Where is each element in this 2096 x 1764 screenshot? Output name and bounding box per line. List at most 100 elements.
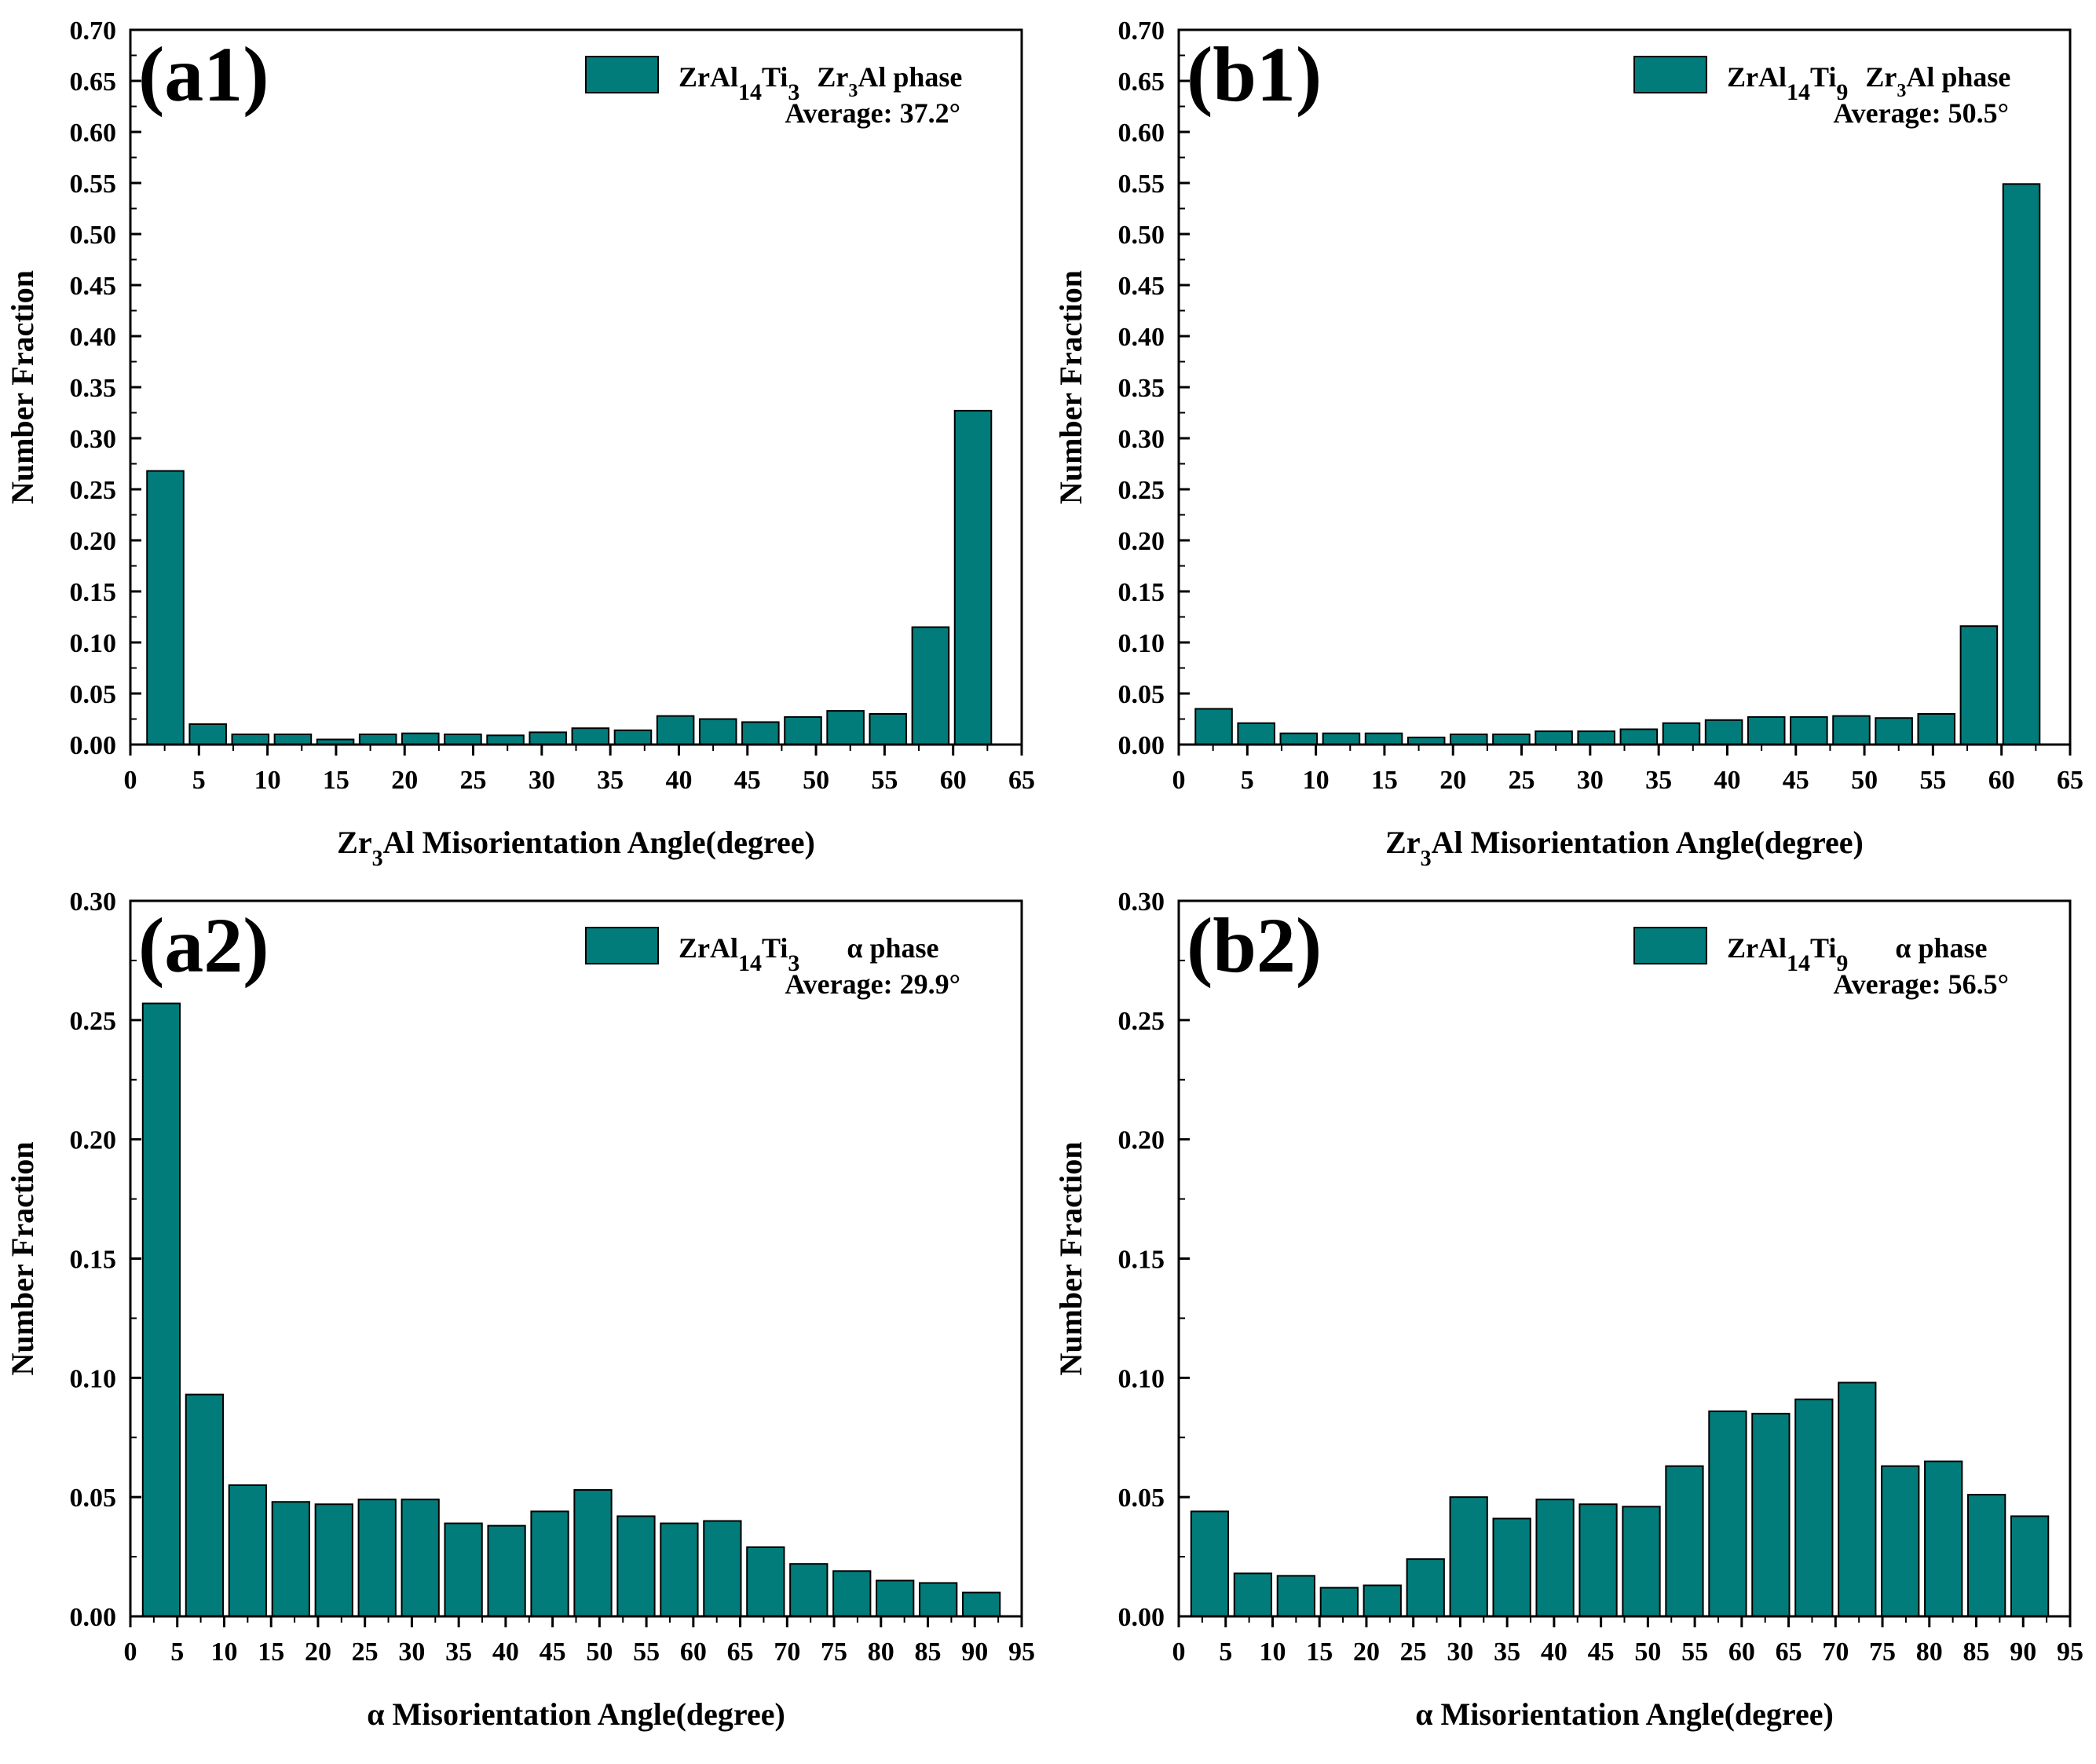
y-tick-label: 0.70 [1118,16,1165,46]
y-tick-label: 0.25 [1118,476,1165,505]
y-tick-label: 0.25 [70,476,117,505]
x-tick-label: 45 [1588,1638,1615,1667]
bar [1751,1412,1791,1617]
x-tick-label: 55 [1681,1638,1708,1667]
bar [1406,1558,1445,1617]
y-tick-label: 0.20 [1118,1126,1165,1155]
bar [271,1501,310,1617]
y-tick-label: 0.55 [70,170,117,199]
y-tick-label: 0.20 [70,527,117,556]
panel-label: (a2) [138,902,269,989]
bar [2010,1515,2050,1617]
y-tick-label: 0.00 [1118,731,1165,760]
x-tick-label: 40 [1714,766,1740,795]
panel-a1: 0.00 0.05 0.10 0.15 0.20 0.25 0.30 0.35 0.40 0.45… [5,16,1035,871]
bar [2002,183,2041,746]
bar [876,1579,915,1617]
x-tick-label: 35 [445,1638,472,1667]
panel-label: (b1) [1187,31,1322,118]
x-tick-label: 85 [915,1638,942,1667]
legend-swatch [1633,56,1707,93]
x-axis-label: α Misorientation Angle(degree) [1415,1696,1834,1732]
bar [613,729,653,745]
y-tick-label: 0.45 [70,272,117,301]
bar [1881,1465,1920,1617]
bar [1194,708,1233,745]
bar [1665,1465,1704,1617]
x-tick-label: 70 [774,1638,800,1667]
x-axis-label: α Misorientation Angle(degree) [367,1696,785,1732]
x-tick-label: 45 [540,1638,566,1667]
x-tick-label: 60 [940,766,967,795]
y-tick-label: 0.10 [70,629,117,658]
legend-swatch [585,56,659,93]
y-tick-label: 0.35 [1118,374,1165,403]
bar [1322,732,1361,746]
y-tick-label: 0.30 [70,887,117,917]
bar [188,723,227,745]
bar [1662,722,1701,746]
y-tick-label: 0.40 [1118,323,1165,352]
y-tick-label: 0.20 [1118,527,1165,556]
y-tick-label: 0.10 [1118,1364,1165,1393]
x-tick-label: 50 [1634,1638,1661,1667]
x-tick-label: 10 [1303,766,1330,795]
bar [571,727,610,746]
bar [228,1484,267,1617]
y-tick-label: 0.00 [1118,1603,1165,1632]
y-tick-label: 0.05 [70,1484,117,1513]
y-tick-label: 0.65 [1118,68,1165,97]
y-axis-label: Number Fraction [1053,270,1088,504]
bar [826,710,865,745]
x-tick-label: 0 [124,1638,137,1667]
y-tick-label: 0.20 [70,1126,117,1155]
bar [486,734,525,745]
x-tick-label: 5 [1241,766,1254,795]
bar [1959,625,1999,746]
bar [1535,1499,1575,1618]
x-tick-label: 55 [633,1638,660,1667]
bar [314,1503,353,1617]
bar [1708,1410,1747,1617]
y-axis-label: Number Fraction [5,1141,40,1375]
legend-swatch [1633,927,1707,964]
x-tick-label: 95 [1008,1638,1035,1667]
x-tick-label: 75 [1869,1638,1896,1667]
x-tick-label: 30 [1577,766,1604,795]
y-tick-label: 0.50 [70,221,117,250]
y-tick-label: 0.10 [70,1364,117,1393]
x-tick-label: 85 [1963,1638,1990,1667]
bar [1279,732,1319,746]
y-tick-label: 0.15 [70,1246,117,1275]
y-tick-label: 0.15 [1118,1246,1165,1275]
y-tick-label: 0.15 [1118,578,1165,607]
x-tick-label: 50 [586,1638,613,1667]
bar [741,721,780,746]
bar [358,734,397,745]
x-tick-label: 65 [727,1638,754,1667]
x-tick-label: 5 [170,1638,184,1667]
x-tick-label: 0 [124,766,137,795]
x-tick-label: 50 [803,766,829,795]
x-tick-label: 0 [1172,1638,1186,1667]
x-tick-label: 20 [305,1638,331,1667]
bar [1276,1575,1315,1618]
x-tick-label: 15 [1306,1638,1333,1667]
bar [141,1002,181,1617]
bar [1967,1494,2006,1617]
y-tick-label: 0.30 [1118,887,1165,917]
y-tick-label: 0.00 [70,731,117,760]
x-tick-label: 40 [665,766,692,795]
bar [1790,715,1828,746]
bar [746,1546,785,1617]
x-tick-label: 60 [680,1638,707,1667]
x-tick-label: 60 [1728,1638,1755,1667]
x-tick-label: 50 [1851,766,1878,795]
y-tick-label: 0.65 [70,68,117,97]
x-tick-label: 10 [254,766,281,795]
x-tick-label: 20 [1439,766,1466,795]
bar [656,715,695,745]
y-tick-label: 0.60 [1118,119,1165,148]
x-tick-label: 65 [2057,766,2083,795]
y-tick-label: 0.15 [70,578,117,607]
